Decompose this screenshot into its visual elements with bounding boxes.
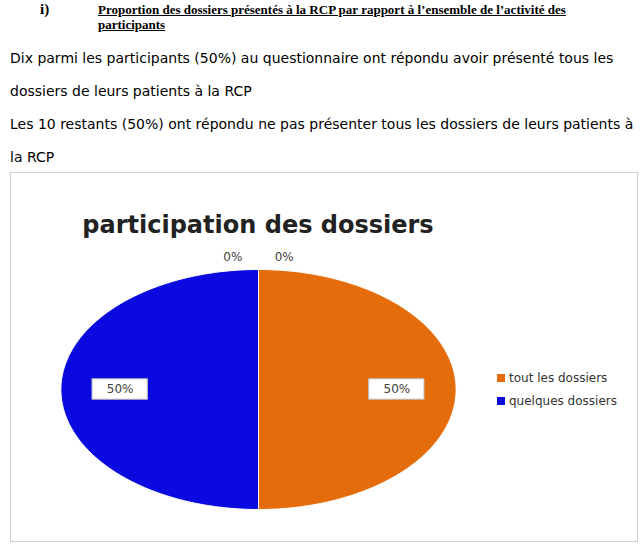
svg-text:50%: 50% [107, 382, 134, 396]
html-text:quelques dossiers: quelques dossiers [509, 394, 617, 408]
html-text:Dix parmi les participants (50: Dix parmi les participants (50%) au ques… [10, 50, 614, 99]
svg-text:50%: 50% [383, 382, 410, 396]
html-text:Proportion des dossiers présen: Proportion des dossiers présentés à la R… [98, 2, 566, 32]
html-text:i): i) [40, 1, 50, 17]
html-text:Les 10 restants (50%) ont répo: Les 10 restants (50%) ont répondu ne pas… [10, 116, 634, 165]
svg-text:0%: 0% [223, 250, 242, 264]
svg-text:0%: 0% [275, 250, 294, 264]
html-text:tout les dossiers: tout les dossiers [509, 371, 608, 385]
html-text:participation des dossiers: participation des dossiers [82, 211, 434, 239]
